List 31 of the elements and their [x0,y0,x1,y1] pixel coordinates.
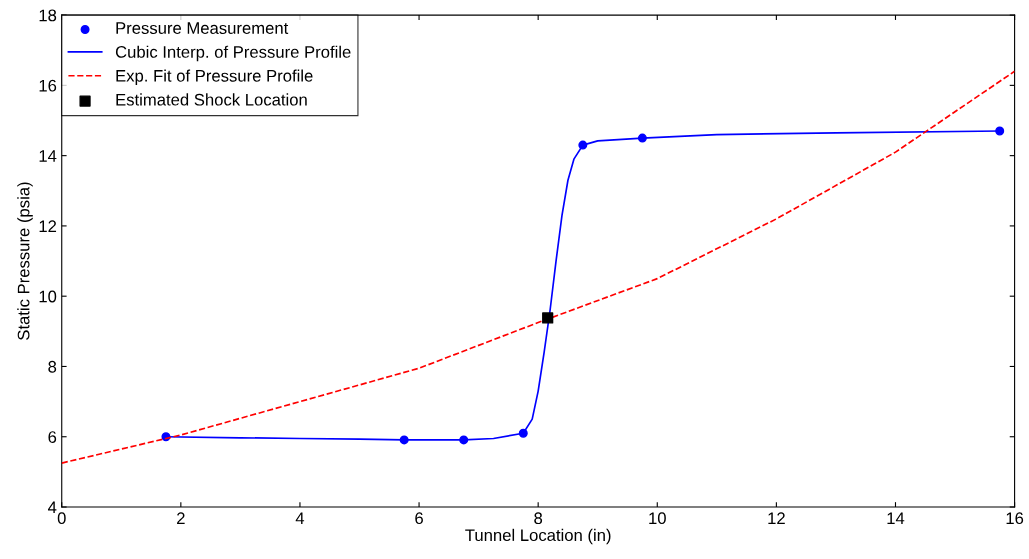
x-tick-label: 6 [415,512,423,525]
x-tick-label: 8 [534,512,543,525]
x-axis-title: Tunnel Location (in) [465,528,611,545]
y-axis-title: Static Pressure (psia) [17,182,33,340]
point [399,435,409,445]
x-tick-label: 12 [768,512,785,524]
point [459,435,469,445]
y-tick-label: 6 [48,431,57,443]
y-tick-label: 4 [47,501,57,514]
x-tick-label: 4 [295,512,305,524]
legend-label: Cubic Interp. of Pressure Profile [115,45,351,62]
y-tick-label: 14 [39,150,57,162]
y-tick-label: 8 [48,360,57,373]
y-tick-label: 16 [39,79,57,92]
x-tick-label: 10 [649,512,666,525]
point [995,126,1005,136]
y-tick-label: 10 [39,290,57,303]
legend-label: Estimated Shock Location [116,93,307,106]
point [542,312,554,324]
point [578,140,588,150]
y-tick-label: 18 [39,9,57,22]
x-tick-label: 14 [887,512,905,524]
point [518,428,528,438]
x-tick-label: 16 [1006,512,1024,525]
x-tick-label: 0 [57,512,66,525]
x-tick-label: 2 [177,512,185,524]
line-series [61,70,1015,464]
y-tick-label: 12 [39,220,57,232]
legend-label: Pressure Measurement [116,22,289,34]
point [637,133,647,143]
legend-label: Exp. Fit of Pressure Profile [116,69,313,86]
